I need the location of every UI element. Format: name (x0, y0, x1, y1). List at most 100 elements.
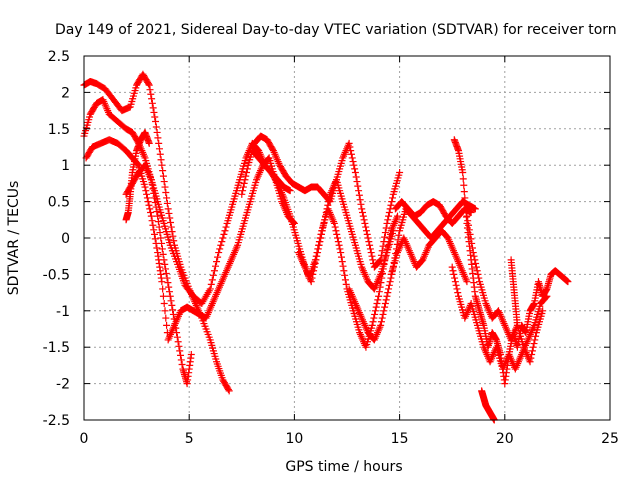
data-point (151, 113, 159, 121)
data-point (219, 234, 227, 242)
x-tick-label: 25 (601, 431, 619, 447)
data-point (225, 387, 233, 395)
data-point (460, 181, 468, 189)
data-point (449, 267, 457, 275)
series-track-6 (238, 132, 404, 271)
data-point (384, 289, 392, 297)
data-point (351, 165, 359, 173)
data-point (470, 252, 478, 260)
series-track-5 (122, 128, 153, 224)
data-point (178, 360, 186, 368)
data-point (144, 198, 152, 206)
data-point (465, 226, 473, 234)
data-point (159, 292, 167, 300)
data-point (381, 300, 389, 308)
data-point (361, 219, 369, 227)
data-point (332, 227, 340, 235)
data-point (452, 281, 460, 289)
data-point (240, 179, 248, 187)
data-point (239, 183, 247, 191)
data-point (149, 221, 157, 229)
data-point (162, 314, 170, 322)
data-point (310, 263, 318, 271)
data-point (380, 307, 388, 315)
data-point (355, 187, 363, 195)
data-point (159, 250, 167, 258)
data-point (157, 156, 165, 164)
data-point (311, 259, 319, 267)
data-point (175, 342, 183, 350)
y-axis-title: SDTVAR / TECUs (6, 181, 22, 296)
data-point (349, 158, 357, 166)
data-point (347, 150, 355, 158)
chart-title: Day 149 of 2021, Sidereal Day-to-day VTE… (55, 22, 617, 38)
x-tick-label: 10 (285, 431, 303, 447)
data-point (337, 253, 345, 261)
data-point (346, 143, 354, 151)
data-point (150, 230, 158, 238)
data-point (528, 350, 536, 358)
data-point (358, 205, 366, 213)
data-point (238, 190, 246, 198)
y-tick-label: -2.5 (43, 413, 70, 429)
y-tick-label: 0.5 (48, 195, 70, 211)
data-point (141, 183, 149, 191)
data-point (468, 239, 476, 247)
data-point (342, 280, 350, 288)
data-point (450, 270, 458, 278)
data-point (148, 99, 156, 107)
data-point (310, 267, 318, 275)
series-track-7 (248, 147, 401, 351)
data-point (351, 168, 359, 176)
data-point (243, 168, 251, 176)
data-point (218, 238, 226, 246)
data-point (528, 347, 536, 355)
data-point (529, 343, 537, 351)
data-point (460, 188, 468, 196)
data-point (169, 306, 177, 314)
data-point (308, 274, 316, 282)
data-point (160, 300, 168, 308)
y-tick-label: -1 (56, 304, 70, 320)
data-point (269, 145, 277, 153)
data-point (153, 208, 161, 216)
data-point (314, 249, 322, 257)
data-point (357, 200, 365, 208)
data-point (371, 310, 379, 318)
data-point (170, 315, 178, 323)
data-point (315, 241, 323, 249)
data-point (142, 187, 150, 195)
data-point (539, 307, 547, 315)
data-point (155, 145, 163, 153)
series-track-14 (463, 212, 547, 366)
data-point (389, 227, 397, 235)
data-point (241, 176, 249, 184)
data-point (148, 95, 156, 103)
data-point (173, 329, 181, 337)
data-point (382, 224, 390, 232)
data-point (169, 310, 177, 318)
y-tick-label: 0 (61, 231, 70, 247)
data-point (382, 296, 390, 304)
data-point (155, 223, 163, 231)
data-point (151, 235, 159, 243)
data-point (165, 288, 173, 296)
data-point (530, 340, 538, 348)
data-point (384, 216, 392, 224)
data-point (471, 256, 479, 264)
data-point (145, 201, 153, 209)
data-point (151, 199, 159, 207)
data-point (162, 265, 170, 273)
data-point (161, 307, 169, 315)
data-point (224, 386, 232, 394)
data-point (157, 234, 165, 242)
data-point (377, 321, 385, 329)
data-point (513, 321, 521, 329)
data-point (212, 262, 219, 270)
data-point (463, 212, 471, 220)
tick-labels: 0 5 10 15 20 25 -2.5 -2 -1.5 -1 -0.5 0 0.5 1 1.5 2 2.5 (43, 49, 619, 447)
data-point (365, 238, 373, 246)
data-point (172, 324, 180, 332)
data-point (368, 321, 376, 329)
